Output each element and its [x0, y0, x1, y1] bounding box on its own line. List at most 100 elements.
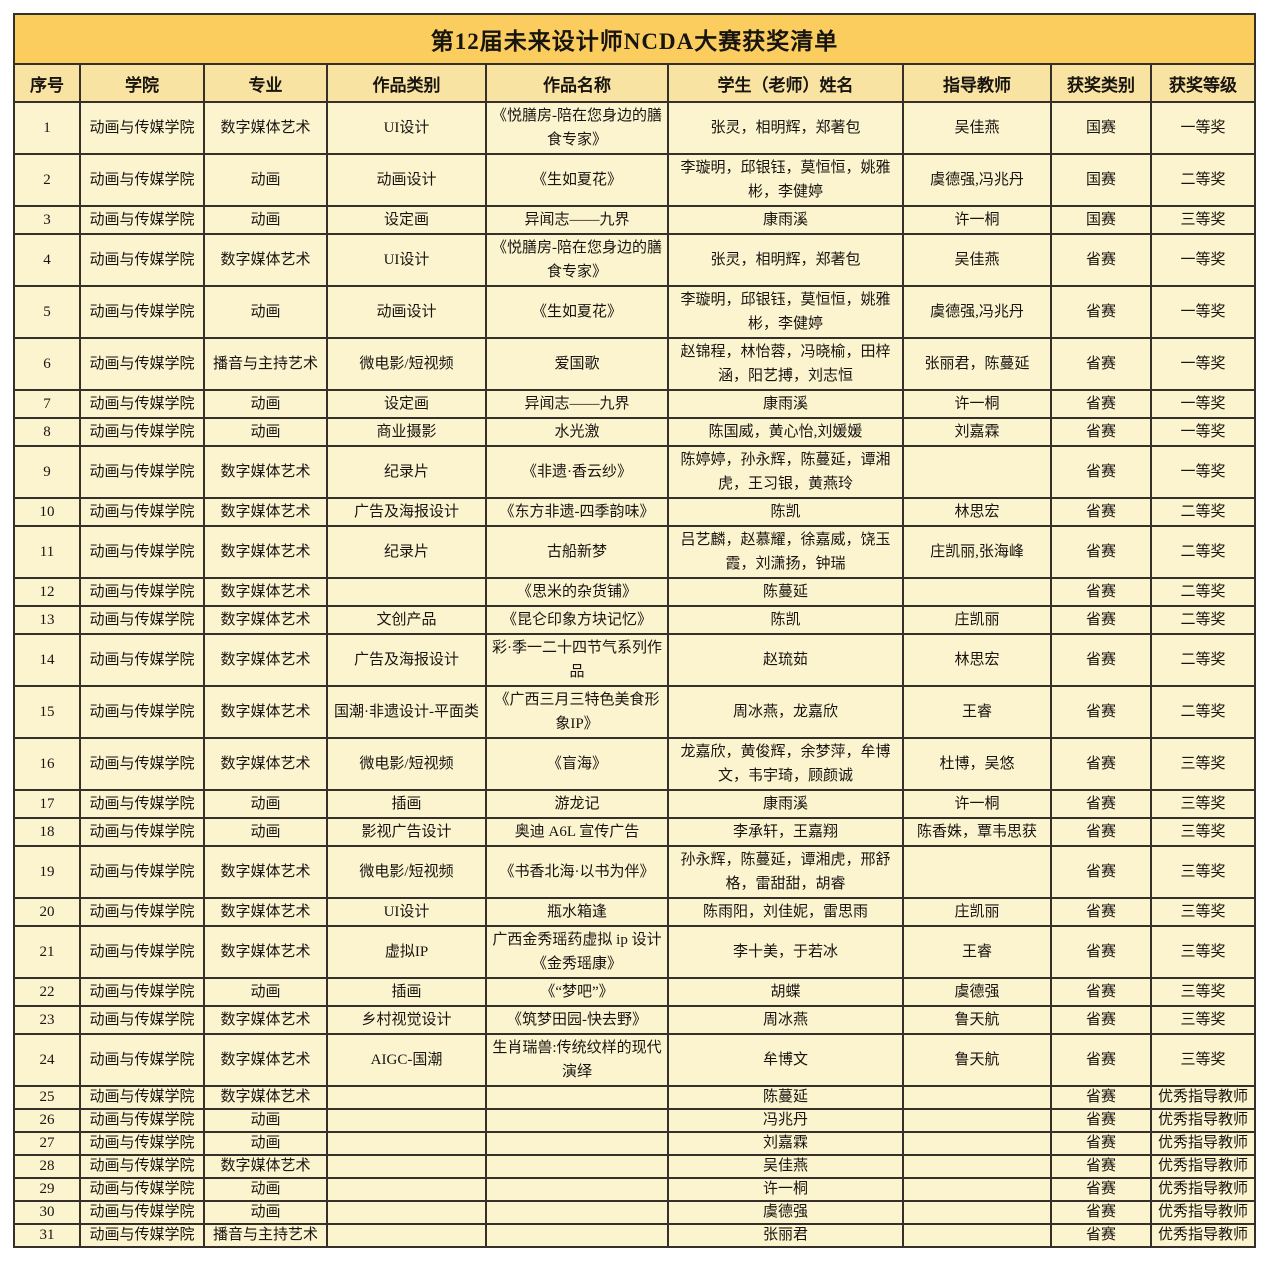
cell: 省赛 [1050, 1085, 1152, 1110]
cell: 虞德强 [902, 977, 1052, 1007]
cell: 康雨溪 [667, 789, 904, 819]
cell: 省赛 [1050, 1200, 1152, 1225]
cell: 省赛 [1050, 1154, 1152, 1179]
cell: 许一桐 [902, 789, 1052, 819]
table-row: 6 动画与传媒学院 播音与主持艺术 微电影/短视频 爱国歌 赵锦程，林怡蓉，冯晓榆，田梓涵… [13, 337, 1257, 391]
cell [326, 1223, 487, 1248]
cell: 一等奖 [1149, 417, 1257, 447]
cell: 《悦膳房-陪在您身边的膳食专家》 [485, 233, 669, 287]
table-row: 9 动画与传媒学院 数字媒体艺术 纪录片 《非遗·香云纱》 陈婷婷，孙永辉，陈蔓延，谭湘虎… [13, 445, 1257, 499]
table-row: 5 动画与传媒学院 动画 动画设计 《生如夏花》 李璇明，邱银钰，莫恒恒，姚雅彬，李健婷虞… [13, 285, 1257, 339]
page-title: 第12届未来设计师NCDA大赛获奖清单 [12, 13, 1257, 65]
cell: 三等奖 [1149, 845, 1257, 899]
cell: 微电影/短视频 [326, 845, 487, 899]
cell: 广西金秀瑶药虚拟 ip 设计《金秀瑶康》 [485, 925, 669, 979]
cell: 22 [13, 977, 81, 1007]
table-row: 31 动画与传媒学院 播音与主持艺术 张丽君 省赛 优秀指导教师 [13, 1223, 1257, 1248]
cell [326, 1108, 487, 1133]
cell: 陈蔓延 [667, 577, 904, 607]
table-row: 27 动画与传媒学院 动画 刘嘉霖 省赛 优秀指导教师 [13, 1131, 1257, 1156]
table-row: 23 动画与传媒学院 数字媒体艺术 乡村视觉设计 《筑梦田园-快去野》 周冰燕 鲁天航 省赛三… [13, 1005, 1257, 1035]
table-row: 17 动画与传媒学院 动画 插画 游龙记 康雨溪 许一桐 省赛 三等奖 [13, 789, 1257, 819]
cell: 插画 [326, 977, 487, 1007]
cell: 刘嘉霖 [667, 1131, 904, 1156]
cell: UI设计 [326, 233, 487, 287]
cell [326, 1131, 487, 1156]
cell: 庄凯丽 [902, 897, 1052, 927]
header-row: 序号 学院 专业 作品类别 作品名称 学生（老师）姓名 指导教师 获奖类别 获奖等级 [13, 63, 1257, 103]
cell: 李璇明，邱银钰，莫恒恒，姚雅彬，李健婷 [667, 153, 904, 207]
cell: 异闻志——九界 [485, 389, 669, 419]
cell [902, 1223, 1052, 1248]
cell: 康雨溪 [667, 205, 904, 235]
cell: 动画与传媒学院 [79, 153, 205, 207]
cell: 国赛 [1050, 205, 1152, 235]
cell: 省赛 [1050, 845, 1152, 899]
cell: 张丽君 [667, 1223, 904, 1248]
cell: 动画与传媒学院 [79, 577, 205, 607]
cell: 国潮·非遗设计-平面类 [326, 685, 487, 739]
cell: 《悦膳房-陪在您身边的膳食专家》 [485, 101, 669, 155]
cell: 动画与传媒学院 [79, 897, 205, 927]
cell: 《筑梦田园-快去野》 [485, 1005, 669, 1035]
cell [485, 1108, 669, 1133]
cell: 省赛 [1050, 1131, 1152, 1156]
table-row: 30 动画与传媒学院 动画 虞德强 省赛 优秀指导教师 [13, 1200, 1257, 1225]
cell: 张丽君，陈蔓延 [902, 337, 1052, 391]
cell: 动画与传媒学院 [79, 633, 205, 687]
cell [902, 445, 1052, 499]
cell: 省赛 [1050, 633, 1152, 687]
cell: 数字媒体艺术 [203, 633, 328, 687]
cell: 陈凯 [667, 497, 904, 527]
cell: 二等奖 [1149, 153, 1257, 207]
cell [902, 1177, 1052, 1202]
cell: 动画与传媒学院 [79, 205, 205, 235]
cell: 动画与传媒学院 [79, 417, 205, 447]
cell: 商业摄影 [326, 417, 487, 447]
cell: 虞德强,冯兆丹 [902, 285, 1052, 339]
cell: 一等奖 [1149, 445, 1257, 499]
column-header: 获奖类别 [1050, 63, 1152, 103]
cell: 生肖瑞兽:传统纹样的现代演绎 [485, 1033, 669, 1087]
cell: 动画与传媒学院 [79, 1154, 205, 1179]
cell: 《东方非遗-四季韵味》 [485, 497, 669, 527]
cell: 微电影/短视频 [326, 337, 487, 391]
cell: 6 [13, 337, 81, 391]
column-header: 学生（老师）姓名 [667, 63, 904, 103]
cell: 动画 [203, 1108, 328, 1133]
cell: 省赛 [1050, 389, 1152, 419]
cell: 优秀指导教师 [1149, 1200, 1257, 1225]
cell: 优秀指导教师 [1149, 1154, 1257, 1179]
cell: 25 [13, 1085, 81, 1110]
cell: 8 [13, 417, 81, 447]
cell: 《书香北海·以书为伴》 [485, 845, 669, 899]
cell: 省赛 [1050, 497, 1152, 527]
cell: 9 [13, 445, 81, 499]
cell: UI设计 [326, 101, 487, 155]
cell: 省赛 [1050, 1108, 1152, 1133]
cell: 省赛 [1050, 1177, 1152, 1202]
cell: 文创产品 [326, 605, 487, 635]
cell: 三等奖 [1149, 205, 1257, 235]
cell: 设定画 [326, 389, 487, 419]
cell: 一等奖 [1149, 389, 1257, 419]
cell: 21 [13, 925, 81, 979]
cell: 设定画 [326, 205, 487, 235]
cell: 《盲海》 [485, 737, 669, 791]
cell: 《广西三月三特色美食形象IP》 [485, 685, 669, 739]
cell: 许一桐 [902, 389, 1052, 419]
cell: 数字媒体艺术 [203, 1033, 328, 1087]
cell: 动画 [203, 417, 328, 447]
cell: 《昆仑印象方块记忆》 [485, 605, 669, 635]
table-row: 18 动画与传媒学院 动画 影视广告设计 奥迪 A6L 宣传广告 李承轩，王嘉翔 陈香姝，覃… [13, 817, 1257, 847]
cell [902, 1085, 1052, 1110]
cell: 省赛 [1050, 417, 1152, 447]
table-row: 7 动画与传媒学院 动画 设定画 异闻志——九界 康雨溪 许一桐 省赛 一等奖 [13, 389, 1257, 419]
cell: 孙永辉，陈蔓延，谭湘虎，邢舒格，雷甜甜，胡睿 [667, 845, 904, 899]
cell: 《生如夏花》 [485, 285, 669, 339]
cell: 数字媒体艺术 [203, 445, 328, 499]
cell: 一等奖 [1149, 233, 1257, 287]
table-row: 10 动画与传媒学院 数字媒体艺术 广告及海报设计 《东方非遗-四季韵味》 陈凯 林思宏 省赛… [13, 497, 1257, 527]
cell: 动画 [203, 1131, 328, 1156]
cell: 省赛 [1050, 577, 1152, 607]
